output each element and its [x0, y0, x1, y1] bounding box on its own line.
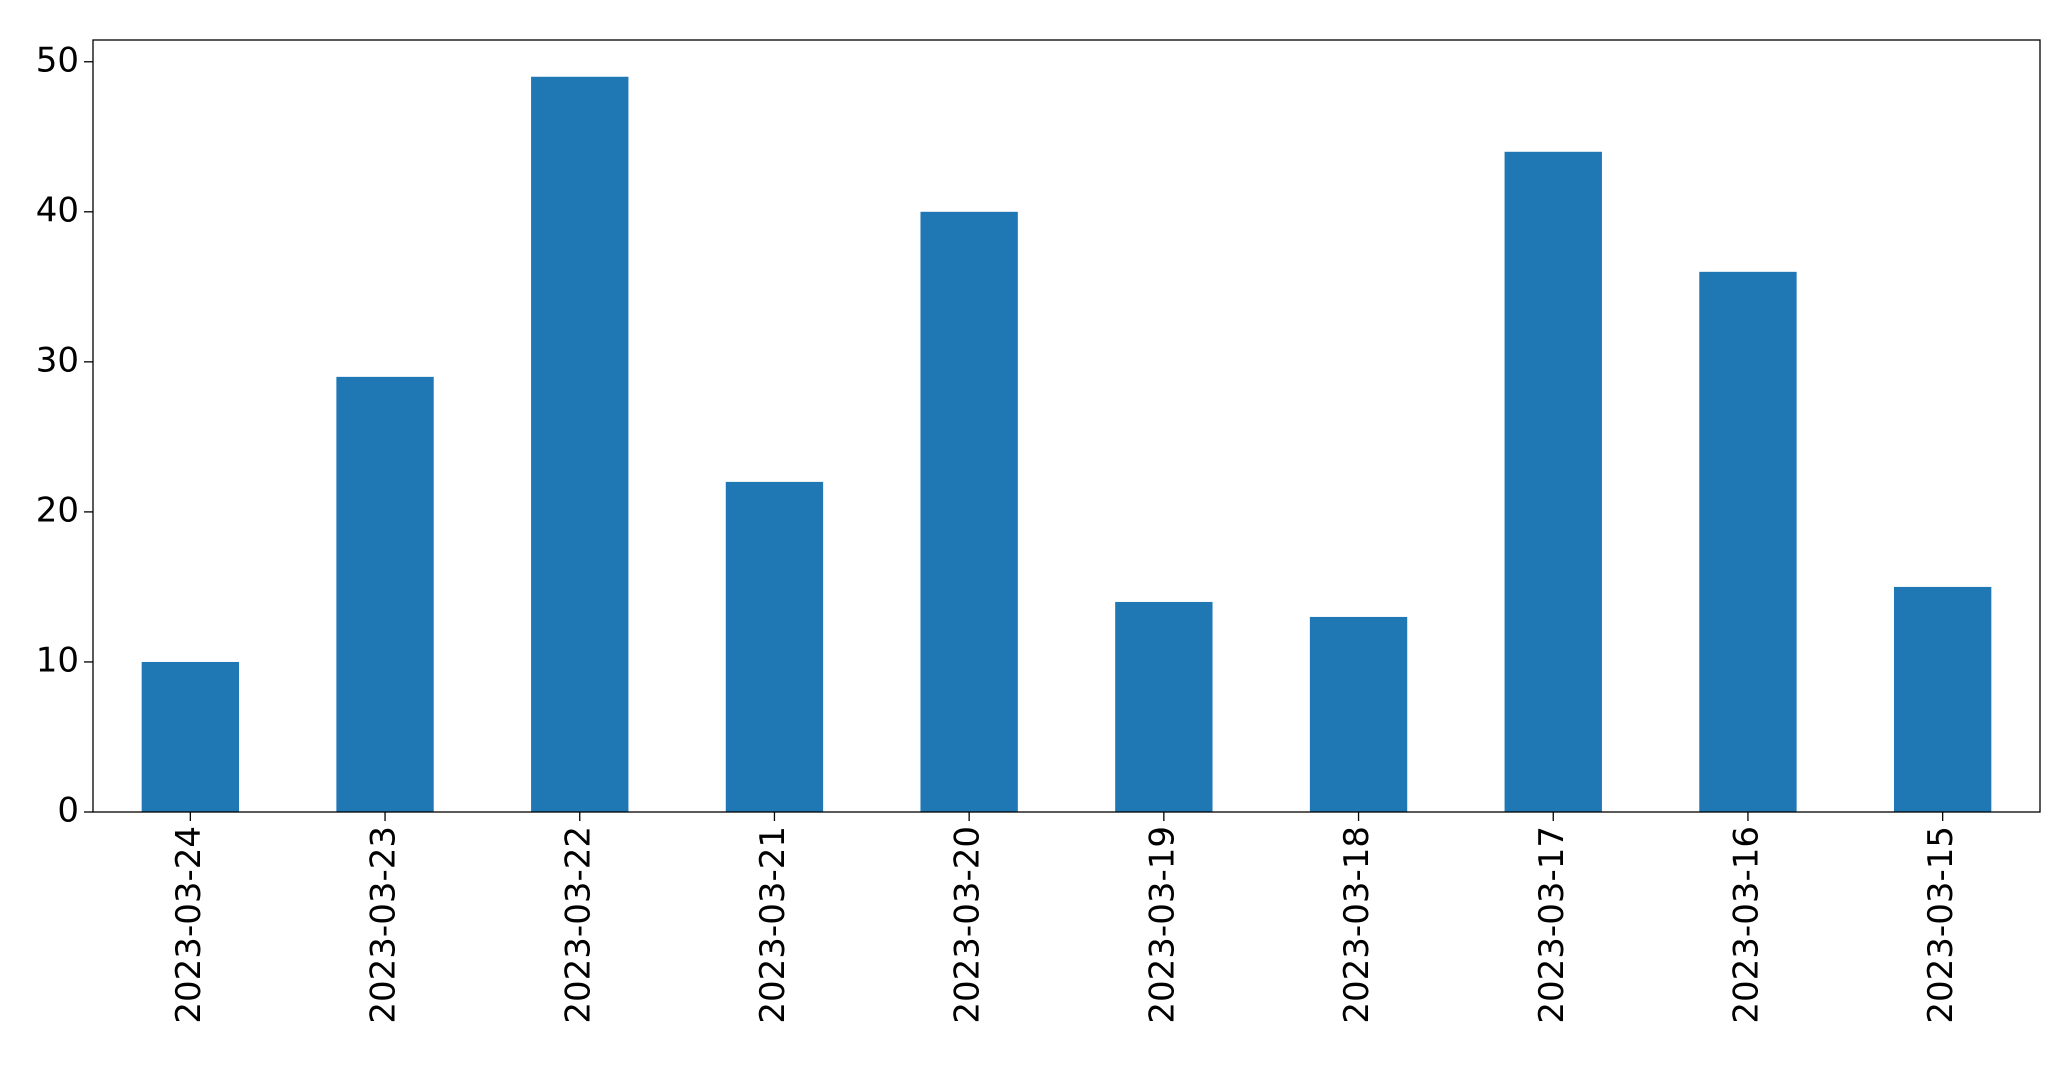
y-tick-label: 30 [36, 340, 79, 380]
x-tick-label: 2023-03-20 [948, 826, 988, 1024]
y-tick-label: 0 [57, 791, 79, 831]
bar [141, 661, 240, 812]
x-tick-label: 2023-03-16 [1726, 826, 1766, 1024]
bar [531, 76, 629, 812]
bar [1699, 271, 1797, 812]
x-tick-label: 2023-03-18 [1337, 826, 1377, 1024]
bar [920, 211, 1018, 812]
bar [1893, 586, 1992, 812]
x-tick-label: 2023-03-17 [1532, 826, 1572, 1024]
bar [1309, 616, 1408, 812]
x-tick-label: 2023-03-23 [364, 826, 404, 1024]
x-tick-label: 2023-03-22 [558, 826, 598, 1024]
x-tick-label: 2023-03-15 [1921, 826, 1961, 1024]
x-tick-label: 2023-03-24 [169, 826, 209, 1024]
bar [336, 376, 434, 812]
y-tick-label: 20 [36, 490, 79, 530]
plot-area [141, 76, 1992, 812]
axes-frame [92, 39, 2041, 813]
bar [1504, 151, 1602, 812]
y-tick-label: 40 [36, 190, 79, 230]
bar [1115, 601, 1213, 812]
bar [725, 481, 824, 812]
y-tick-label: 50 [36, 40, 79, 80]
x-tick-label: 2023-03-21 [753, 826, 793, 1024]
x-tick-label: 2023-03-19 [1142, 826, 1182, 1024]
y-tick-label: 10 [36, 640, 79, 680]
